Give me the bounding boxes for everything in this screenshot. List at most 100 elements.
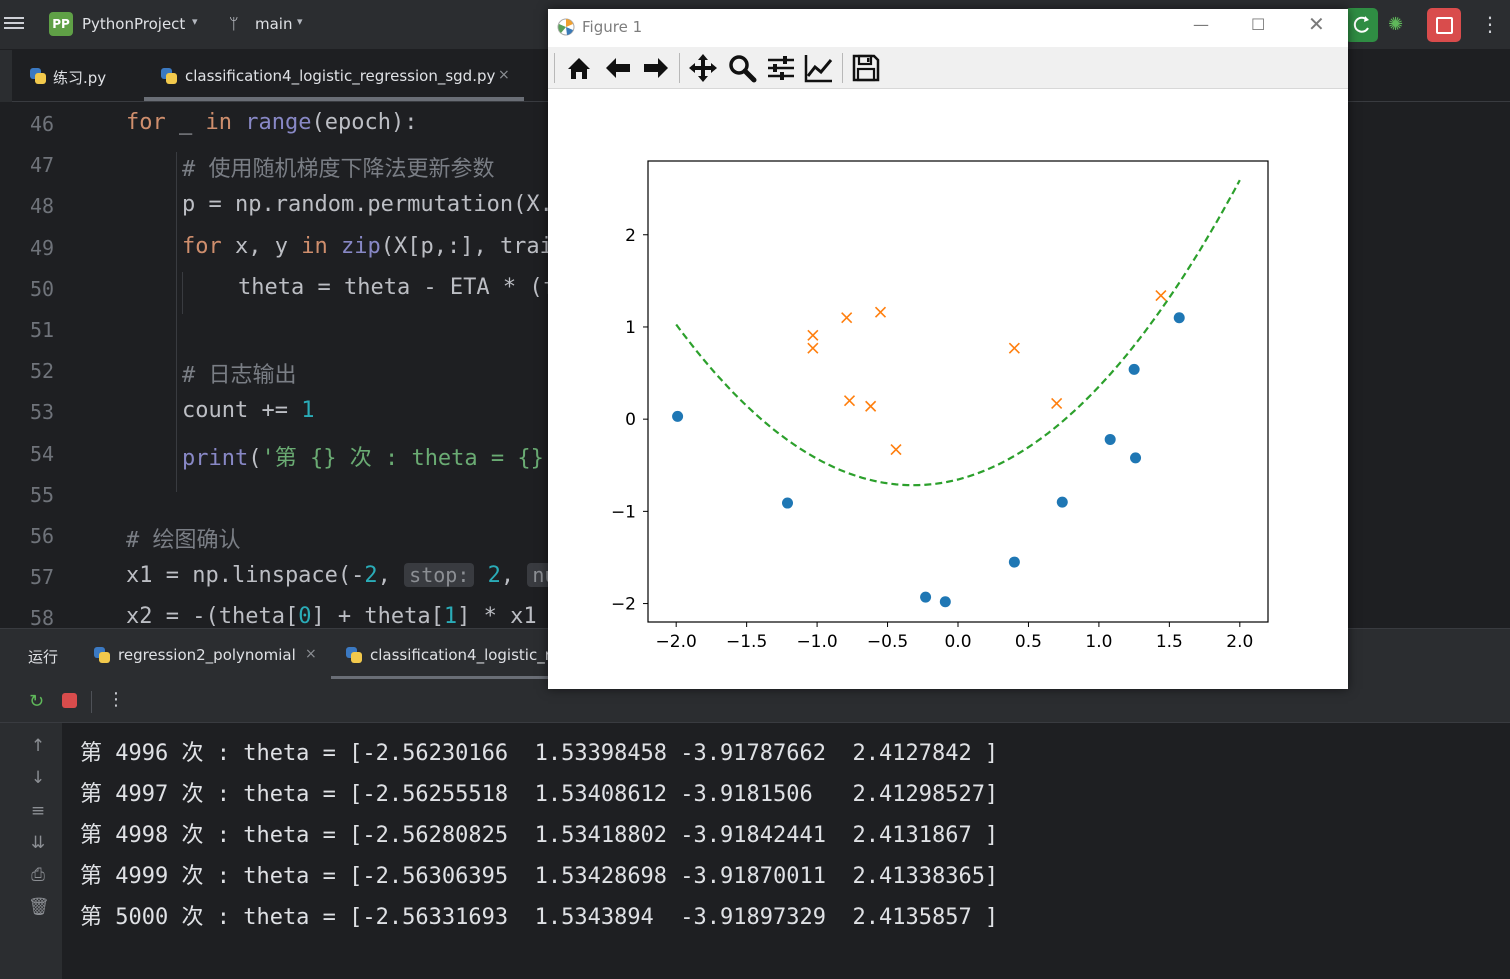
x-tick-label: 1.0 <box>1085 632 1112 652</box>
line-number: 53 <box>30 400 55 425</box>
code-token <box>328 234 341 259</box>
code-token: 2 <box>364 563 378 589</box>
run-tab-regression2[interactable]: regression2_polynomial × <box>92 629 320 681</box>
active-tab-indicator <box>331 676 551 679</box>
rerun-icon[interactable]: ↻ <box>29 691 45 712</box>
edit-axis-icon[interactable] <box>803 52 835 84</box>
python-file-icon <box>94 647 110 663</box>
data-point-x <box>1008 342 1020 354</box>
chevron-down-icon[interactable]: ▾ <box>192 15 198 28</box>
print-icon[interactable]: ⎙ <box>31 865 45 885</box>
figure-window: Figure 1 — ☐ ✕ −2.0 −1.5 −1. <box>548 9 1348 689</box>
python-file-icon <box>161 68 177 84</box>
code-line: # 日志输出 <box>182 357 297 389</box>
data-point-circle <box>1056 496 1068 508</box>
pan-icon[interactable] <box>687 52 719 84</box>
scroll-up-icon[interactable]: ↑ <box>30 736 46 756</box>
run-panel-title: 运行 <box>28 648 59 666</box>
x-tick-label: −1.0 <box>796 632 837 652</box>
code-token: count += <box>182 398 302 424</box>
figure-title-bar[interactable]: Figure 1 — ☐ ✕ <box>548 9 1348 47</box>
code-token: x, y <box>221 233 302 259</box>
data-point-x <box>843 395 856 407</box>
data-point-x <box>890 444 902 456</box>
plot-canvas[interactable]: −2.0 −1.5 −1.0 −0.5 0.0 0.5 1.0 1.5 2.0 −2 −1 0 1 2 <box>548 89 1348 689</box>
console-line: 第 4997 次 : theta = [-2.56255518 1.534086… <box>80 782 999 807</box>
code-token: theta = theta - ETA * (f(x) <box>238 274 596 300</box>
x-tick-label: −1.5 <box>726 632 767 652</box>
active-tab-indicator <box>144 97 524 101</box>
back-icon[interactable] <box>602 52 634 84</box>
code-token: '第 {} 次 : theta = {}' <box>261 445 558 471</box>
x-tick-label: −0.5 <box>867 632 908 652</box>
project-selector[interactable]: PythonProject <box>82 15 186 33</box>
close-icon[interactable]: ✕ <box>1308 12 1325 36</box>
data-point-circle <box>939 596 951 608</box>
branch-selector[interactable]: main <box>255 15 293 33</box>
line-number: 57 <box>30 565 55 590</box>
data-point-circle <box>1173 312 1185 324</box>
maximize-icon[interactable]: ☐ <box>1251 15 1266 34</box>
code-token: x2 = -(theta[ <box>126 604 299 628</box>
code-token: zip <box>340 233 381 259</box>
figure-title: Figure 1 <box>582 18 643 36</box>
rerun-button[interactable] <box>1345 8 1378 42</box>
soft-wrap-icon[interactable]: ≡ <box>30 801 46 821</box>
line-number: 54 <box>30 441 55 466</box>
console-output[interactable]: 第 4996 次 : theta = [-2.56230166 1.533984… <box>62 723 1510 979</box>
code-token: in <box>205 110 233 135</box>
project-badge[interactable]: PP <box>49 12 73 36</box>
code-line: x2 = -(theta[0] + theta[1] * x1 + th <box>126 604 603 628</box>
line-number: 56 <box>30 524 55 548</box>
close-icon[interactable]: × <box>305 646 317 662</box>
code-token <box>474 563 487 588</box>
line-number: 51 <box>30 318 55 342</box>
save-icon[interactable] <box>850 52 882 84</box>
zoom-icon[interactable] <box>726 52 758 84</box>
stop-button[interactable] <box>1427 8 1461 42</box>
tab-label: classification4_logistic_regression_sgd <box>370 646 549 664</box>
chevron-down-icon[interactable]: ▾ <box>297 15 303 28</box>
divider <box>842 53 843 83</box>
code-token: p = np.random.permutation(X.sh <box>182 192 580 218</box>
code-token: 1 <box>443 604 458 628</box>
decision-boundary-line <box>675 179 1241 487</box>
run-tab-classification4[interactable]: classification4_logistic_regression_sgd <box>344 629 549 681</box>
code-token <box>232 110 245 135</box>
x-tick-label: 0.0 <box>944 632 971 652</box>
scroll-down-icon[interactable]: ↓ <box>30 768 46 788</box>
parameter-hint: stop: <box>404 563 475 588</box>
tab-classification4[interactable]: classification4_logistic_regression_sgd.… <box>144 50 524 102</box>
code-line: # 使用随机梯度下降法更新参数 <box>182 151 495 183</box>
forward-icon[interactable] <box>640 52 672 84</box>
close-icon[interactable]: × <box>498 67 510 83</box>
tab-label: regression2_polynomial <box>118 646 296 664</box>
divider <box>554 53 555 83</box>
line-number: 49 <box>30 235 55 260</box>
code-token: in <box>301 233 328 259</box>
code-line: print('第 {} 次 : theta = {}' <box>182 440 557 472</box>
data-point-x <box>841 312 853 324</box>
minimize-icon[interactable]: — <box>1193 15 1209 34</box>
y-tick-label: −2 <box>611 595 636 615</box>
scroll-to-end-icon[interactable]: ⇊ <box>30 833 46 853</box>
more-icon[interactable]: ⋮ <box>1480 12 1500 36</box>
y-tick-label: 2 <box>625 226 636 246</box>
code-line: x1 = np.linspace(-2, stop: 2, num: <box>126 563 586 588</box>
configure-subplots-icon[interactable] <box>765 52 797 84</box>
line-number-gutter: 46 47 48 49 50 51 52 53 54 55 56 57 58 <box>0 102 118 630</box>
data-point-x <box>807 342 819 354</box>
trash-icon[interactable]: 🗑 <box>28 897 50 917</box>
hamburger-menu-icon[interactable] <box>4 14 24 34</box>
data-point-circle <box>1104 433 1116 445</box>
more-icon[interactable]: ⋮ <box>107 689 125 710</box>
home-icon[interactable] <box>563 52 595 84</box>
axes-frame <box>647 160 1269 623</box>
x-tick-label: 2.0 <box>1226 632 1253 652</box>
code-token: range <box>245 110 312 135</box>
debug-icon[interactable]: ✺ <box>1388 14 1404 35</box>
divider <box>91 691 92 713</box>
branch-icon[interactable]: ᛘ <box>229 14 239 33</box>
tab-practice[interactable]: 练习.py <box>28 50 138 102</box>
stop-icon[interactable] <box>62 693 77 708</box>
